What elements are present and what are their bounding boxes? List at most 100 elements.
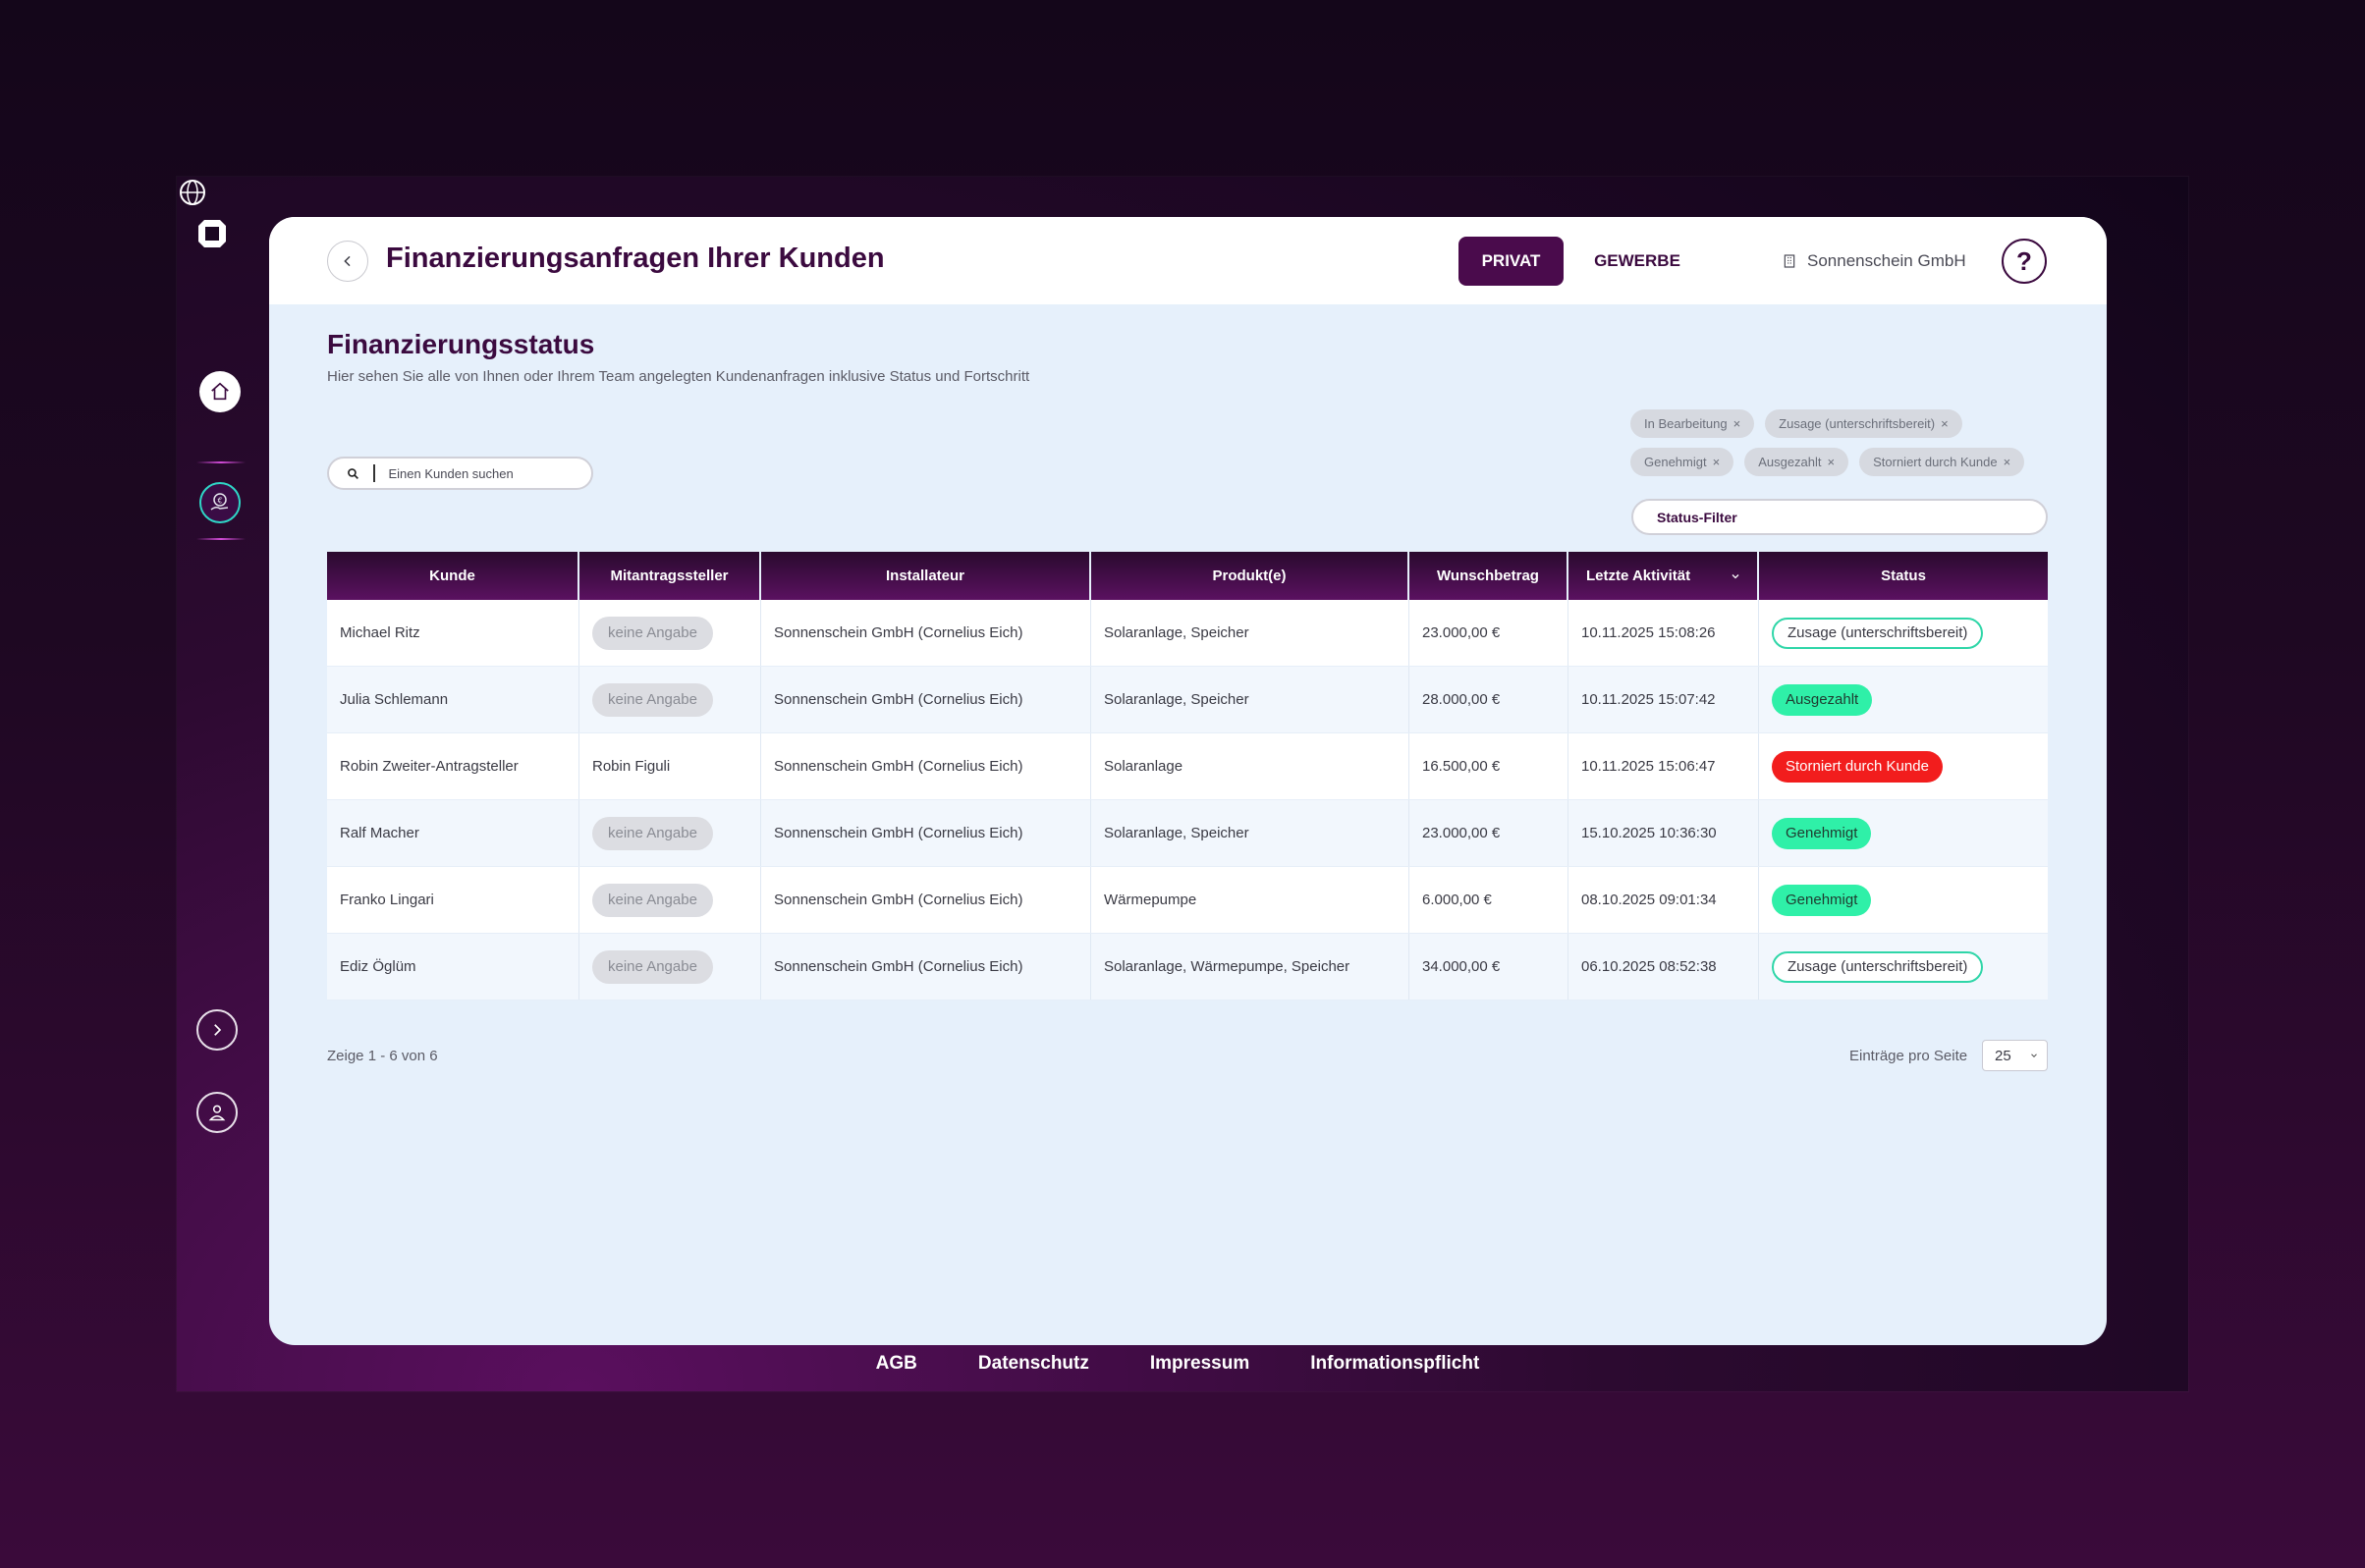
- empty-badge: keine Angabe: [592, 949, 713, 984]
- table-row[interactable]: Ediz Öglüm keine Angabe Sonnenschein Gmb…: [327, 934, 2048, 1000]
- link-impressum[interactable]: Impressum: [1149, 1353, 1250, 1374]
- globe-www-icon[interactable]: [177, 177, 208, 208]
- remove-chip-icon[interactable]: ×: [1712, 455, 1721, 469]
- cell-status: Zusage (unterschriftsbereit): [1759, 934, 2048, 1000]
- nav-home-button[interactable]: [199, 371, 241, 412]
- cell-installateur: Sonnenschein GmbH (Cornelius Eich): [761, 934, 1091, 1000]
- link-informationspflicht[interactable]: Informationspflicht: [1310, 1353, 1480, 1374]
- filter-chip[interactable]: Zusage (unterschriftsbereit) ×: [1765, 409, 1962, 438]
- svg-text:€: €: [217, 497, 222, 506]
- col-status[interactable]: Status: [1759, 552, 2048, 600]
- back-button[interactable]: [327, 241, 368, 282]
- col-kunde[interactable]: Kunde: [327, 552, 579, 600]
- cell-kunde: Michael Ritz: [327, 600, 579, 666]
- cell-installateur: Sonnenschein GmbH (Cornelius Eich): [761, 800, 1091, 866]
- chevron-left-icon: [344, 255, 351, 267]
- cell-produkte: Wärmepumpe: [1091, 867, 1409, 933]
- cell-kunde: Ediz Öglüm: [327, 934, 579, 1000]
- cell-installateur: Sonnenschein GmbH (Cornelius Eich): [761, 667, 1091, 732]
- chevron-right-icon: [214, 1024, 222, 1036]
- cell-letzte-aktivitaet: 10.11.2025 15:07:42: [1568, 667, 1759, 732]
- help-button[interactable]: ?: [2002, 239, 2047, 284]
- status-badge: Genehmigt: [1772, 884, 1872, 916]
- col-produkte[interactable]: Produkt(e): [1091, 552, 1409, 600]
- status-badge: Zusage (unterschriftsbereit): [1772, 950, 1984, 983]
- remove-chip-icon[interactable]: ×: [1827, 455, 1836, 469]
- col-letzte-aktivitaet[interactable]: Letzte Aktivität: [1568, 552, 1759, 600]
- cell-kunde: Franko Lingari: [327, 867, 579, 933]
- filter-chip[interactable]: Storniert durch Kunde ×: [1859, 448, 2025, 476]
- filter-chip[interactable]: In Bearbeitung ×: [1630, 409, 1755, 438]
- text-caret: [373, 464, 375, 482]
- nav-finance-button[interactable]: €: [199, 482, 241, 523]
- filter-chip[interactable]: Genehmigt ×: [1630, 448, 1734, 476]
- cell-produkte: Solaranlage, Speicher: [1091, 800, 1409, 866]
- cell-wunschbetrag: 23.000,00 €: [1409, 800, 1568, 866]
- cell-installateur: Sonnenschein GmbH (Cornelius Eich): [761, 733, 1091, 799]
- empty-badge: keine Angabe: [592, 616, 713, 650]
- search-input[interactable]: Einen Kunden suchen: [327, 457, 593, 490]
- section-subtitle: Hier sehen Sie alle von Ihnen oder Ihrem…: [327, 368, 1030, 385]
- cell-status: Storniert durch Kunde: [1759, 733, 2048, 799]
- status-filter-select[interactable]: Status-Filter: [1631, 499, 2048, 535]
- footer-links: AGB Datenschutz Impressum Informationspf…: [0, 1353, 2365, 1375]
- cell-mitantragssteller: keine Angabe: [579, 867, 761, 933]
- tab-privat[interactable]: PRIVAT: [1458, 237, 1564, 286]
- cell-status: Ausgezahlt: [1759, 667, 2048, 732]
- search-icon: [348, 467, 358, 479]
- cell-status: Genehmigt: [1759, 867, 2048, 933]
- requests-table: Kunde Mitantragssteller Installateur Pro…: [327, 552, 2048, 1000]
- pagination-summary: Zeige 1 - 6 von 6: [327, 1048, 438, 1064]
- remove-chip-icon[interactable]: ×: [1732, 416, 1741, 431]
- card-header: Finanzierungsanfragen Ihrer Kunden PRIVA…: [269, 217, 2107, 304]
- cell-kunde: Robin Zweiter-Antragsteller: [327, 733, 579, 799]
- table-row[interactable]: Robin Zweiter-Antragsteller Robin Figuli…: [327, 733, 2048, 800]
- building-icon: [1784, 254, 1795, 268]
- nav-separator: [196, 461, 246, 463]
- search-placeholder: Einen Kunden suchen: [388, 465, 514, 481]
- link-agb[interactable]: AGB: [875, 1353, 917, 1374]
- cell-wunschbetrag: 23.000,00 €: [1409, 600, 1568, 666]
- active-filter-chips: In Bearbeitung × Zusage (unterschriftsber…: [1630, 409, 2053, 476]
- table-row[interactable]: Julia Schlemann keine Angabe Sonnenschei…: [327, 667, 2048, 733]
- cell-mitantragssteller: keine Angabe: [579, 800, 761, 866]
- euro-hand-icon: €: [210, 493, 229, 511]
- cell-letzte-aktivitaet: 08.10.2025 09:01:34: [1568, 867, 1759, 933]
- cell-produkte: Solaranlage, Speicher: [1091, 667, 1409, 732]
- table-row[interactable]: Franko Lingari keine Angabe Sonnenschein…: [327, 867, 2048, 934]
- empty-badge: keine Angabe: [592, 816, 713, 850]
- cell-installateur: Sonnenschein GmbH (Cornelius Eich): [761, 600, 1091, 666]
- cell-mitantragssteller: keine Angabe: [579, 667, 761, 732]
- user-profile-button[interactable]: [196, 1092, 238, 1133]
- col-wunschbetrag[interactable]: Wunschbetrag: [1409, 552, 1568, 600]
- remove-chip-icon[interactable]: ×: [1941, 416, 1949, 431]
- cell-letzte-aktivitaet: 10.11.2025 15:06:47: [1568, 733, 1759, 799]
- filter-chip[interactable]: Ausgezahlt ×: [1744, 448, 1849, 476]
- chevron-down-icon[interactable]: [1730, 570, 1741, 582]
- tab-gewerbe[interactable]: GEWERBE: [1594, 251, 1680, 270]
- col-installateur[interactable]: Installateur: [761, 552, 1091, 600]
- chevron-down-icon: [2031, 1054, 2037, 1057]
- per-page-select[interactable]: 25: [1982, 1040, 2048, 1071]
- page-title: Finanzierungsanfragen Ihrer Kunden: [386, 243, 885, 274]
- table-row[interactable]: Michael Ritz keine Angabe Sonnenschein G…: [327, 600, 2048, 667]
- col-mitantragssteller[interactable]: Mitantragssteller: [579, 552, 761, 600]
- cell-kunde: Ralf Macher: [327, 800, 579, 866]
- cell-letzte-aktivitaet: 15.10.2025 10:36:30: [1568, 800, 1759, 866]
- status-badge: Genehmigt: [1772, 817, 1872, 849]
- link-datenschutz[interactable]: Datenschutz: [977, 1353, 1089, 1374]
- per-page-value: 25: [1995, 1047, 2011, 1064]
- cell-wunschbetrag: 16.500,00 €: [1409, 733, 1568, 799]
- logo-icon[interactable]: [194, 216, 230, 251]
- company-name: Sonnenschein GmbH: [1807, 251, 1966, 270]
- company-selector[interactable]: Sonnenschein GmbH: [1782, 246, 1966, 276]
- status-badge: Ausgezahlt: [1772, 683, 1873, 716]
- cell-produkte: Solaranlage, Speicher: [1091, 600, 1409, 666]
- per-page-label: Einträge pro Seite: [1849, 1048, 1968, 1064]
- table-row[interactable]: Ralf Macher keine Angabe Sonnenschein Gm…: [327, 800, 2048, 867]
- cell-status: Genehmigt: [1759, 800, 2048, 866]
- user-icon: [208, 1105, 226, 1121]
- cell-wunschbetrag: 28.000,00 €: [1409, 667, 1568, 732]
- sidebar-expand-button[interactable]: [196, 1009, 238, 1051]
- remove-chip-icon[interactable]: ×: [2003, 455, 2011, 469]
